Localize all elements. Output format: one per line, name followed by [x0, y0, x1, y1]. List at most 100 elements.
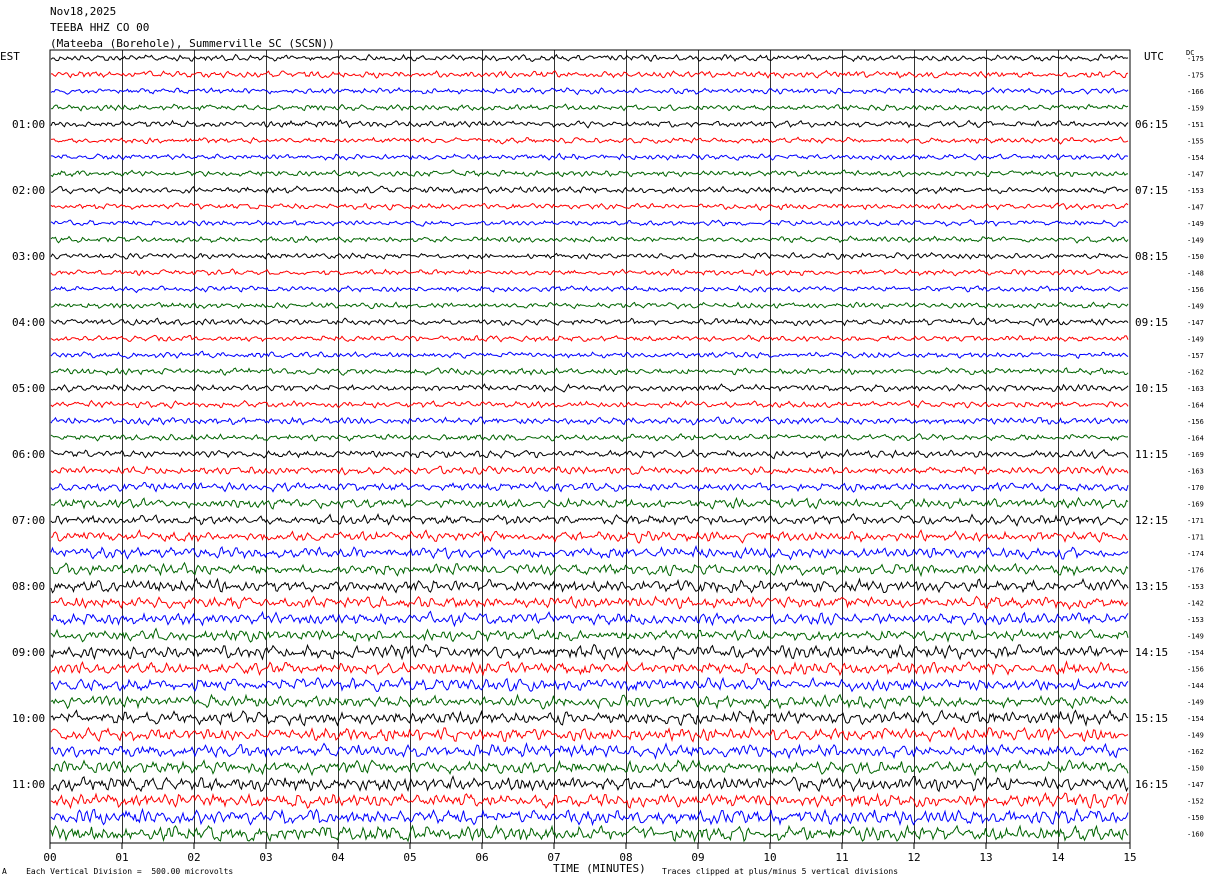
dc-offset-value: -149 [1187, 336, 1204, 344]
dc-offset-value: -154 [1187, 649, 1204, 657]
x-tick-label: 07 [547, 851, 560, 864]
hour-label-left: 04:00 [12, 316, 45, 329]
dc-offset-value: -147 [1187, 319, 1204, 327]
hour-labels: 01:00 06:15 02:00 07:15 03:00 08:15 04:00 09:15… [12, 118, 1168, 791]
hour-label-left: 03:00 [12, 250, 45, 263]
x-tick-label: 05 [403, 851, 416, 864]
dc-offset-value: -171 [1187, 517, 1204, 525]
x-axis-label: TIME (MINUTES) [553, 862, 646, 875]
dc-offset-value: -153 [1187, 616, 1204, 624]
hour-label-left: 08:00 [12, 580, 45, 593]
dc-offset-value: -153 [1187, 187, 1204, 195]
dc-offset-value: -159 [1187, 105, 1204, 113]
x-tick-label: 03 [259, 851, 272, 864]
header-location: (Mateeba (Borehole), Summerville SC (SCS… [50, 37, 335, 50]
header-date: Nov18,2025 [50, 5, 117, 18]
x-tick-label: 15 [1123, 851, 1136, 864]
hour-label-left: 11:00 [12, 778, 45, 791]
hour-label-left: 07:00 [12, 514, 45, 527]
trace-line [50, 676, 1129, 693]
trace-line [50, 301, 1129, 310]
trace-line [50, 416, 1129, 426]
hour-label-left: 01:00 [12, 118, 45, 131]
seismic-traces [50, 53, 1129, 843]
hour-label-right: 08:15 [1135, 250, 1168, 263]
dc-offset-value: -171 [1187, 534, 1204, 542]
x-tick-label: 10 [763, 851, 776, 864]
dc-offset-value: -164 [1187, 402, 1204, 410]
dc-offset-value: -166 [1187, 88, 1204, 96]
dc-offset-value: -162 [1187, 369, 1204, 377]
hour-label-right: 12:15 [1135, 514, 1168, 527]
dc-offset-value: -151 [1187, 121, 1204, 129]
time-axis: 00 01 02 03 04 05 06 07 08 09 10 11 12 13 14 15 [43, 843, 1137, 864]
dc-label: DC [1186, 49, 1195, 57]
dc-offset-value: -156 [1187, 666, 1204, 674]
trace-line [50, 709, 1129, 727]
trace-line [50, 119, 1129, 129]
x-tick-label: 11 [835, 851, 848, 864]
hour-label-right: 10:15 [1135, 382, 1168, 395]
trace-line [50, 367, 1129, 376]
trace-line [50, 791, 1129, 810]
x-tick-label: 13 [979, 851, 992, 864]
trace-line [50, 350, 1129, 359]
trace-line [50, 481, 1129, 493]
trace-line [50, 136, 1129, 145]
hour-label-left: 05:00 [12, 382, 45, 395]
trace-line [50, 219, 1129, 228]
hour-label-left: 02:00 [12, 184, 45, 197]
dc-offset-value: -149 [1187, 633, 1204, 641]
right-timezone-label: UTC [1144, 50, 1164, 63]
trace-line [50, 726, 1129, 743]
dc-offset-value: -155 [1187, 138, 1204, 146]
dc-offset-value: -163 [1187, 385, 1204, 393]
chart-header: Nov18,2025 TEEBA HHZ CO 00 (Mateeba (Bor… [50, 4, 335, 52]
trace-line [50, 610, 1129, 628]
left-timezone-label: EST [0, 50, 20, 63]
dc-offset-value: -144 [1187, 682, 1204, 690]
x-tick-label: 14 [1051, 851, 1065, 864]
dc-offset-value: -149 [1187, 732, 1204, 740]
x-tick-label: 00 [43, 851, 56, 864]
trace-line [50, 433, 1129, 443]
dc-offset-value: -169 [1187, 451, 1204, 459]
trace-line [50, 824, 1129, 843]
dc-offset-value: -142 [1187, 600, 1204, 608]
trace-line [50, 383, 1129, 393]
hour-label-right: 14:15 [1135, 646, 1168, 659]
dc-offset-value: -149 [1187, 303, 1204, 311]
trace-line [50, 627, 1129, 643]
dc-offset-value: -163 [1187, 468, 1204, 476]
trace-line [50, 660, 1129, 677]
trace-line [50, 595, 1129, 611]
trace-line [50, 87, 1129, 96]
hour-label-right: 15:15 [1135, 712, 1168, 725]
hour-label-right: 13:15 [1135, 580, 1168, 593]
trace-line [50, 465, 1129, 476]
trace-line [50, 185, 1129, 195]
dc-offset-value: -153 [1187, 583, 1204, 591]
dc-offset-value: -156 [1187, 418, 1204, 426]
hour-label-right: 16:15 [1135, 778, 1168, 791]
trace-line [50, 561, 1129, 578]
dc-offset-value: -174 [1187, 550, 1204, 558]
hour-label-right: 07:15 [1135, 184, 1168, 197]
trace-line [50, 807, 1129, 827]
x-tick-label: 12 [907, 851, 920, 864]
scale-note: A Each Vertical Division = 500.00 microv… [2, 867, 233, 876]
dc-offset-value: -164 [1187, 435, 1204, 443]
dc-offset-value: -147 [1187, 171, 1204, 179]
dc-offset-value: -169 [1187, 501, 1204, 509]
trace-line [50, 742, 1129, 760]
trace-line [50, 775, 1129, 793]
header-station: TEEBA HHZ CO 00 [50, 21, 150, 34]
trace-line [51, 152, 1129, 161]
trace-line [50, 252, 1129, 260]
x-tick-label: 02 [187, 851, 200, 864]
dc-offset-value: -170 [1187, 484, 1204, 492]
trace-line [50, 496, 1129, 510]
dc-offset-value: -152 [1187, 798, 1204, 806]
dc-offset-value: -150 [1187, 814, 1204, 822]
